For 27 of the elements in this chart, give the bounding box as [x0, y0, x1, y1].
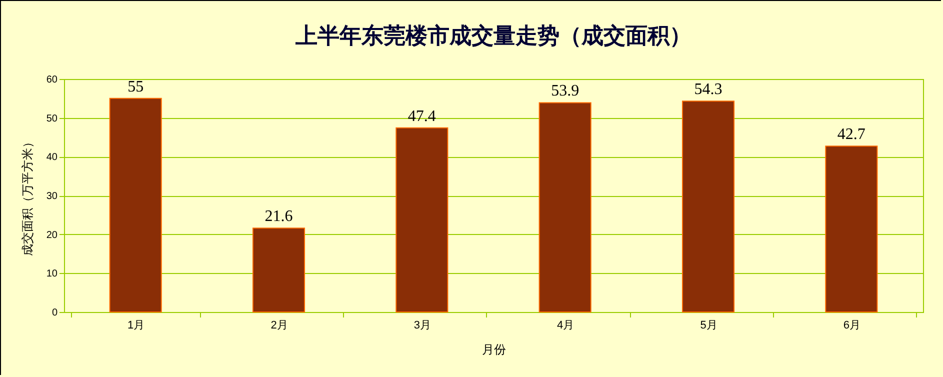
data-label: 54.3	[694, 81, 722, 98]
data-label: 53.9	[551, 82, 580, 100]
y-tick-label: 10	[46, 268, 58, 280]
data-label: 55	[128, 78, 144, 96]
bar	[109, 98, 162, 312]
chart-title: 上半年东莞楼市成交量走势（成交面积）	[294, 23, 692, 48]
y-tick-label: 50	[46, 113, 58, 124]
x-tick-label: 3月	[414, 320, 431, 332]
bar	[396, 127, 448, 312]
bar	[538, 102, 592, 312]
y-tick-label: 0	[52, 308, 58, 318]
x-tick-label: 1月	[128, 320, 145, 332]
x-tick-label: 5月	[700, 320, 718, 332]
y-tick-label: 20	[46, 230, 58, 241]
x-tick-label: 4月	[557, 320, 574, 332]
data-label: 42.7	[837, 126, 866, 144]
bar	[825, 146, 878, 312]
y-axis-title: 成交面积（万平方米）	[20, 136, 34, 256]
y-tick-label: 40	[46, 152, 58, 164]
y-tick-label: 60	[46, 74, 58, 86]
y-tick-label: 30	[46, 191, 58, 202]
x-tick-label: 6月	[843, 320, 860, 332]
x-tick-label: 2月	[270, 320, 288, 332]
data-label: 21.6	[264, 208, 293, 226]
bar	[252, 228, 306, 312]
x-axis-title: 月份	[482, 342, 506, 356]
bar	[682, 100, 735, 312]
